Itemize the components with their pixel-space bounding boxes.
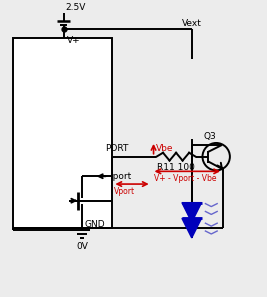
Text: PORT: PORT [105,144,128,153]
Polygon shape [182,203,202,222]
Text: 2.5V: 2.5V [65,3,86,12]
Text: V+: V+ [66,36,80,45]
Bar [13,38,112,228]
Polygon shape [182,218,202,238]
Text: R11 100: R11 100 [157,162,195,172]
Text: GND: GND [84,220,105,229]
Text: Vport: Vport [115,187,136,196]
Text: Iport: Iport [111,172,132,181]
Text: 0V: 0V [76,242,88,251]
Text: Vbe: Vbe [155,144,173,153]
Text: Vext: Vext [182,20,202,29]
Text: V+ - Vport - Vbe: V+ - Vport - Vbe [154,174,216,183]
Text: Q3: Q3 [204,132,217,141]
